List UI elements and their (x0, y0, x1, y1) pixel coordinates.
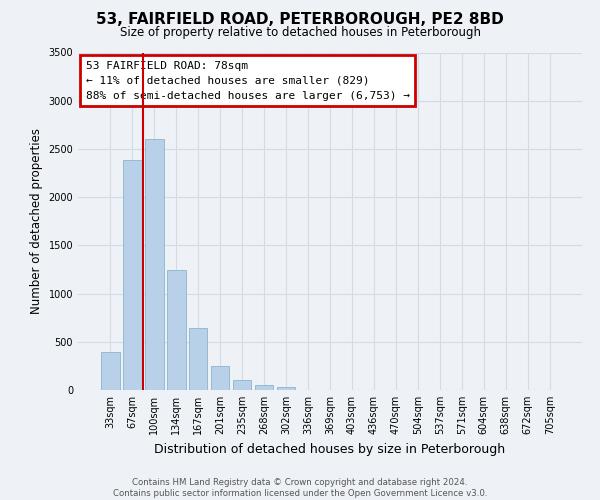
Bar (123, 160, 142, 390)
Bar (101, 352, 119, 390)
X-axis label: Distribution of detached houses by size in Peterborough: Distribution of detached houses by size … (154, 442, 506, 456)
Bar (167, 270, 185, 390)
Bar (255, 385, 274, 390)
Y-axis label: Number of detached properties: Number of detached properties (30, 128, 43, 314)
Text: Contains HM Land Registry data © Crown copyright and database right 2024.
Contai: Contains HM Land Registry data © Crown c… (113, 478, 487, 498)
Bar (233, 380, 251, 390)
Text: Size of property relative to detached houses in Peterborough: Size of property relative to detached ho… (119, 26, 481, 39)
Text: 53, FAIRFIELD ROAD, PETERBOROUGH, PE2 8BD: 53, FAIRFIELD ROAD, PETERBOROUGH, PE2 8B… (96, 12, 504, 28)
Bar (277, 387, 295, 390)
Text: 53 FAIRFIELD ROAD: 78sqm
← 11% of detached houses are smaller (829)
88% of semi-: 53 FAIRFIELD ROAD: 78sqm ← 11% of detach… (86, 61, 410, 100)
Bar (145, 140, 164, 390)
Bar (211, 366, 229, 390)
Bar (189, 328, 208, 390)
